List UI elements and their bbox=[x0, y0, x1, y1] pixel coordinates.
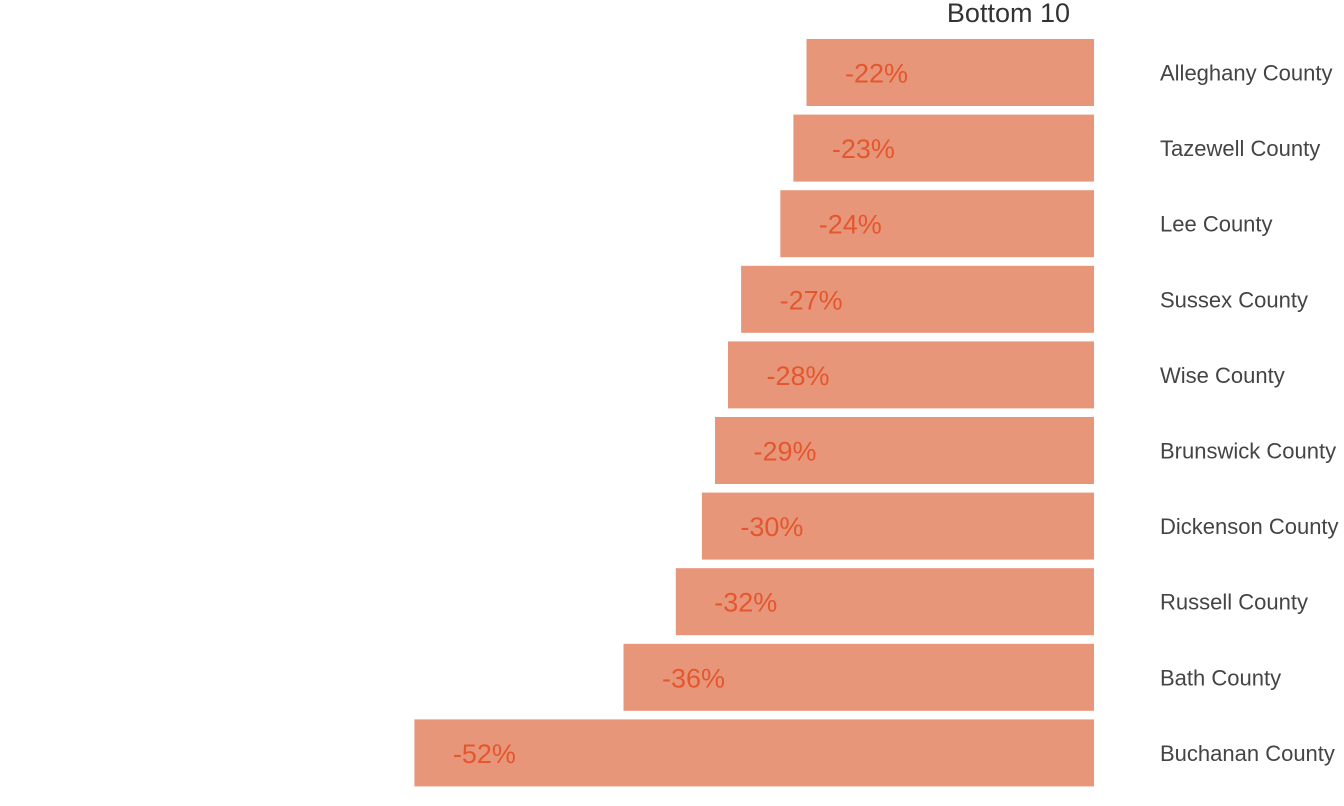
bar-value-label: -32% bbox=[714, 588, 777, 618]
bar-value-label: -30% bbox=[740, 512, 803, 542]
bar bbox=[715, 417, 1094, 484]
bar bbox=[623, 643, 1094, 711]
bar bbox=[701, 492, 1094, 560]
bar bbox=[806, 39, 1094, 106]
bar bbox=[414, 719, 1094, 787]
bar-value-label: -23% bbox=[832, 134, 895, 164]
bar-value-label: -27% bbox=[780, 285, 843, 315]
bar bbox=[793, 114, 1094, 182]
category-label: Brunswick County bbox=[1160, 439, 1336, 464]
category-label: Sussex County bbox=[1160, 287, 1308, 312]
category-label: Wise County bbox=[1160, 363, 1285, 388]
category-label: Dickenson County bbox=[1160, 514, 1339, 539]
bar-value-label: -22% bbox=[845, 59, 908, 89]
category-label: Russell County bbox=[1160, 590, 1308, 615]
chart-title: Bottom 10 bbox=[947, 0, 1070, 28]
category-label: Lee County bbox=[1160, 212, 1273, 237]
bar-value-label: -36% bbox=[662, 663, 725, 693]
bar-value-label: -29% bbox=[753, 437, 816, 467]
bar bbox=[741, 265, 1094, 333]
category-label: Buchanan County bbox=[1160, 741, 1335, 766]
bar-value-label: -52% bbox=[453, 739, 516, 769]
category-label: Alleghany County bbox=[1160, 61, 1332, 86]
bar bbox=[780, 190, 1094, 258]
bar-value-label: -24% bbox=[819, 210, 882, 240]
bar bbox=[728, 341, 1094, 409]
bar-value-label: -28% bbox=[766, 361, 829, 391]
category-label: Bath County bbox=[1160, 665, 1281, 690]
category-label: Tazewell County bbox=[1160, 136, 1320, 161]
bar bbox=[675, 568, 1094, 636]
bars-group: -22% Alleghany County -23% Tazewell County -… bbox=[414, 39, 1339, 787]
